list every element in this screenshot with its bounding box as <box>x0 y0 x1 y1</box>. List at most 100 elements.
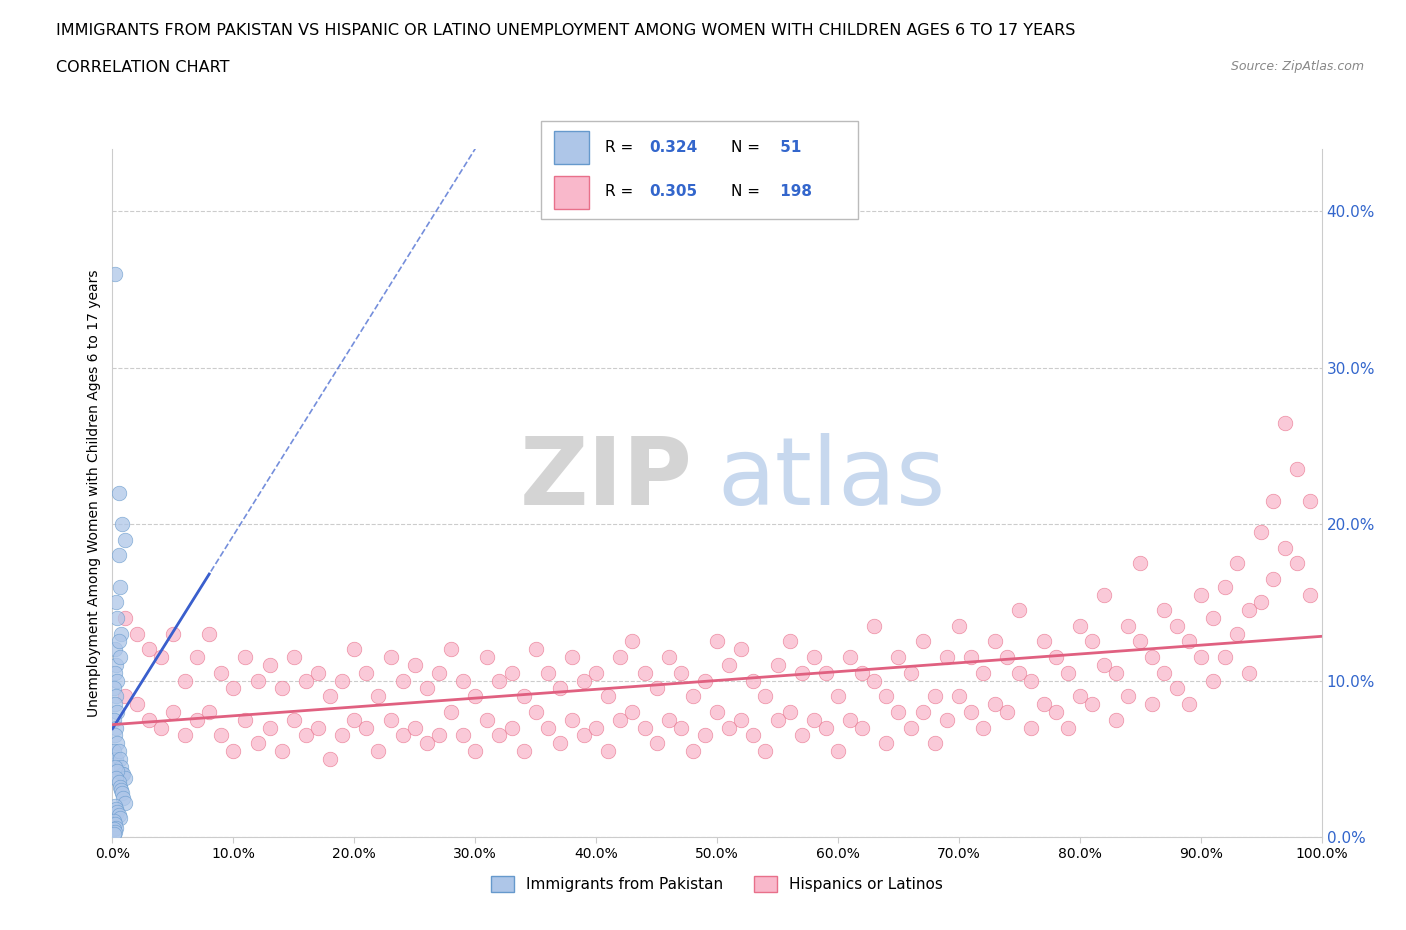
Point <box>162 704 184 719</box>
Y-axis label: Unemployment Among Women with Children Ages 6 to 17 years: Unemployment Among Women with Children A… <box>87 269 101 717</box>
Point <box>295 728 318 743</box>
Point <box>416 681 439 696</box>
Point <box>972 665 994 680</box>
Point <box>105 689 128 704</box>
Point <box>935 650 957 665</box>
Point <box>104 798 127 813</box>
Text: IMMIGRANTS FROM PAKISTAN VS HISPANIC OR LATINO UNEMPLOYMENT AMONG WOMEN WITH CHI: IMMIGRANTS FROM PAKISTAN VS HISPANIC OR … <box>56 23 1076 38</box>
Point <box>851 720 873 735</box>
Text: Source: ZipAtlas.com: Source: ZipAtlas.com <box>1230 60 1364 73</box>
Point <box>404 720 426 735</box>
Text: CORRELATION CHART: CORRELATION CHART <box>56 60 229 75</box>
Point <box>270 681 292 696</box>
Point <box>427 728 450 743</box>
Point <box>1166 618 1188 633</box>
Point <box>1286 556 1309 571</box>
Point <box>1250 595 1272 610</box>
Point <box>501 720 523 735</box>
Point <box>766 712 789 727</box>
Point <box>972 720 994 735</box>
Point <box>103 681 125 696</box>
Point <box>108 650 131 665</box>
Point <box>609 650 631 665</box>
Point <box>1056 720 1078 735</box>
Text: ZIP: ZIP <box>520 433 693 525</box>
Point <box>633 720 655 735</box>
Point <box>1263 493 1285 508</box>
Point <box>343 642 366 657</box>
Point <box>104 759 127 774</box>
Point <box>1177 697 1199 711</box>
Point <box>105 611 128 626</box>
Point <box>246 673 269 688</box>
Point <box>104 825 127 840</box>
Point <box>356 720 378 735</box>
Text: 0.324: 0.324 <box>650 140 697 154</box>
Point <box>1298 493 1320 508</box>
Point <box>104 642 127 657</box>
Point <box>222 681 245 696</box>
Point <box>149 720 172 735</box>
Point <box>960 650 983 665</box>
Point <box>103 814 125 829</box>
Point <box>209 665 232 680</box>
Point <box>110 626 132 641</box>
Point <box>814 720 837 735</box>
Point <box>598 744 620 759</box>
Point <box>1092 658 1115 672</box>
Point <box>585 665 607 680</box>
Point <box>948 618 970 633</box>
Point <box>464 689 486 704</box>
Point <box>451 728 474 743</box>
Point <box>209 728 232 743</box>
Point <box>730 642 752 657</box>
Point <box>440 704 463 719</box>
FancyBboxPatch shape <box>554 176 589 209</box>
Point <box>107 634 129 649</box>
Point <box>900 665 922 680</box>
Point <box>1213 650 1236 665</box>
Point <box>1142 650 1164 665</box>
Point <box>105 736 128 751</box>
Point <box>827 744 849 759</box>
Text: N =: N = <box>731 140 761 154</box>
Point <box>104 728 127 743</box>
Point <box>742 673 765 688</box>
Point <box>598 689 620 704</box>
Point <box>669 720 692 735</box>
Text: N =: N = <box>731 184 761 199</box>
Point <box>114 689 136 704</box>
Point <box>107 485 129 500</box>
Point <box>1105 665 1128 680</box>
Point <box>779 704 801 719</box>
Point <box>585 720 607 735</box>
Point <box>875 736 897 751</box>
Point <box>658 650 681 665</box>
Point <box>477 712 499 727</box>
Point <box>754 689 776 704</box>
Point <box>174 673 197 688</box>
Point <box>105 720 128 735</box>
Point <box>924 736 946 751</box>
Point <box>107 548 129 563</box>
Point <box>1116 689 1139 704</box>
Point <box>1274 415 1296 430</box>
Point <box>548 736 571 751</box>
Point <box>112 767 135 782</box>
Point <box>105 704 128 719</box>
Point <box>524 704 547 719</box>
Point <box>621 704 644 719</box>
Point <box>488 728 510 743</box>
Text: R =: R = <box>605 140 633 154</box>
Point <box>259 658 281 672</box>
Point <box>995 650 1018 665</box>
Point <box>307 665 329 680</box>
Point <box>104 665 127 680</box>
Point <box>742 728 765 743</box>
Point <box>138 712 160 727</box>
Point <box>645 681 668 696</box>
Point <box>125 626 148 641</box>
Point <box>440 642 463 657</box>
Point <box>108 779 131 794</box>
Point <box>572 728 595 743</box>
